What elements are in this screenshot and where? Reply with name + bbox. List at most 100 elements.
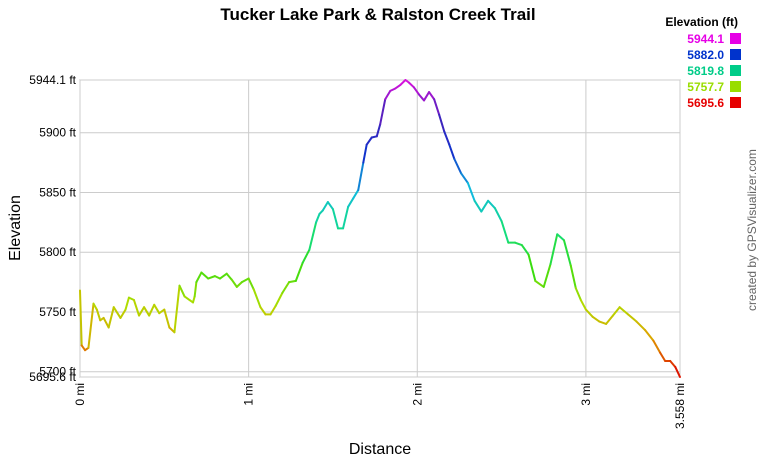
elevation-segment (473, 199, 483, 213)
x-tick-label: 2 mi (410, 383, 424, 406)
plot-area (79, 79, 681, 378)
elevation-segment (584, 308, 594, 318)
x-tick-label: 0 mi (73, 383, 87, 406)
elevation-segment (301, 248, 311, 264)
elevation-segment (342, 205, 350, 230)
elevation-segment (549, 233, 559, 266)
elevation-segment (124, 296, 130, 311)
elevation-segment (92, 302, 98, 311)
elevation-segment (618, 306, 630, 316)
elevation-segment (448, 143, 456, 161)
elevation-segment (357, 161, 365, 192)
chart-title: Tucker Lake Park & Ralston Creek Trail (220, 5, 535, 24)
legend-swatch (730, 65, 741, 76)
elevation-segment (79, 289, 83, 347)
elevation-segment (443, 130, 451, 146)
elevation-segment (466, 181, 476, 202)
elevation-segment (635, 320, 646, 331)
elevation-segment (375, 123, 382, 138)
elevation-segment (500, 220, 510, 244)
elevation-segment (315, 212, 321, 224)
y-tick-label: 5695.6 ft (29, 370, 76, 384)
legend-value: 5757.7 (687, 80, 724, 94)
elevation-segment (417, 93, 426, 102)
elevation-segment (394, 83, 402, 90)
legend-value: 5944.1 (687, 32, 724, 46)
elevation-segment (433, 98, 441, 116)
legend-value: 5819.8 (687, 64, 724, 78)
y-gridlines (80, 79, 680, 378)
elevation-segment (598, 320, 608, 325)
plot-frame (79, 79, 681, 378)
elevation-segment (669, 359, 677, 368)
elevation-segment (384, 89, 392, 101)
elevation-segment (259, 306, 267, 316)
elevation-segment (480, 199, 490, 213)
elevation-segment (183, 295, 191, 302)
elevation-segment (153, 303, 161, 315)
elevation-segment (308, 221, 318, 251)
elevation-segment (407, 81, 415, 89)
legend: Elevation (ft) 5944.15882.05819.85757.75… (665, 15, 741, 110)
elevation-segment (652, 339, 662, 354)
x-gridlines (79, 80, 681, 377)
elevation-segment (294, 261, 304, 282)
elevation-segment (230, 278, 238, 288)
elevation-segment (453, 158, 463, 175)
elevation-segment (207, 275, 216, 280)
elevation-segment (200, 271, 210, 280)
elevation-segment (247, 277, 255, 291)
x-axis-label: Distance (349, 441, 411, 458)
elevation-segment (347, 197, 355, 208)
elevation-segment (428, 91, 436, 101)
elevation-segment (138, 306, 146, 317)
elevation-segment (493, 207, 503, 223)
y-tick-label: 5900 ft (39, 126, 76, 140)
elevation-segment (326, 201, 334, 211)
elevation-segment (321, 201, 329, 212)
elevation-segment (163, 308, 171, 329)
credit-text: created by GPSVisualizer.com (745, 149, 759, 311)
legend-value: 5695.6 (687, 96, 724, 110)
elevation-segment (252, 288, 262, 309)
elevation-segment (102, 316, 110, 329)
elevation-segment (460, 172, 469, 184)
elevation-segment (569, 264, 577, 290)
elevation-segment (143, 306, 151, 317)
elevation-line (79, 79, 681, 378)
legend-title: Elevation (ft) (665, 15, 738, 29)
elevation-segment (191, 295, 196, 304)
x-tick-label: 3 mi (579, 383, 593, 406)
elevation-segment (591, 315, 601, 323)
elevation-segment (562, 239, 572, 267)
y-tick-label: 5850 ft (39, 185, 76, 199)
elevation-segment (178, 284, 186, 298)
y-axis-label: Elevation (7, 195, 24, 261)
x-tick-label: 1 mi (242, 383, 256, 406)
x-axis-ticks: 0 mi 1 mi 2 mi 3 mi 3.558 mi (73, 383, 687, 429)
elevation-segment (365, 136, 373, 146)
elevation-segment (659, 351, 667, 362)
elevation-segment (288, 279, 297, 284)
elevation-segment (438, 113, 446, 133)
elevation-segment (269, 305, 277, 316)
elevation-segment (412, 86, 420, 96)
elevation-segment (225, 272, 233, 281)
elevation-segment (352, 189, 360, 200)
elevation-segment (132, 299, 141, 317)
elevation-segment (574, 287, 582, 302)
elevation-segment (379, 98, 387, 126)
elevation-segment (423, 91, 431, 102)
elevation-segment (148, 303, 156, 317)
elevation-segment (193, 281, 198, 298)
legend-swatch (730, 97, 741, 108)
y-tick-label: 5944.1 ft (29, 73, 76, 87)
elevation-segment (487, 199, 496, 210)
elevation-segment (542, 263, 552, 288)
y-tick-label: 5700 ft (39, 365, 76, 379)
elevation-segment (579, 299, 587, 311)
x-tick-label: 3.558 mi (673, 383, 687, 429)
elevation-segment (240, 277, 250, 284)
elevation-segment (527, 253, 537, 282)
